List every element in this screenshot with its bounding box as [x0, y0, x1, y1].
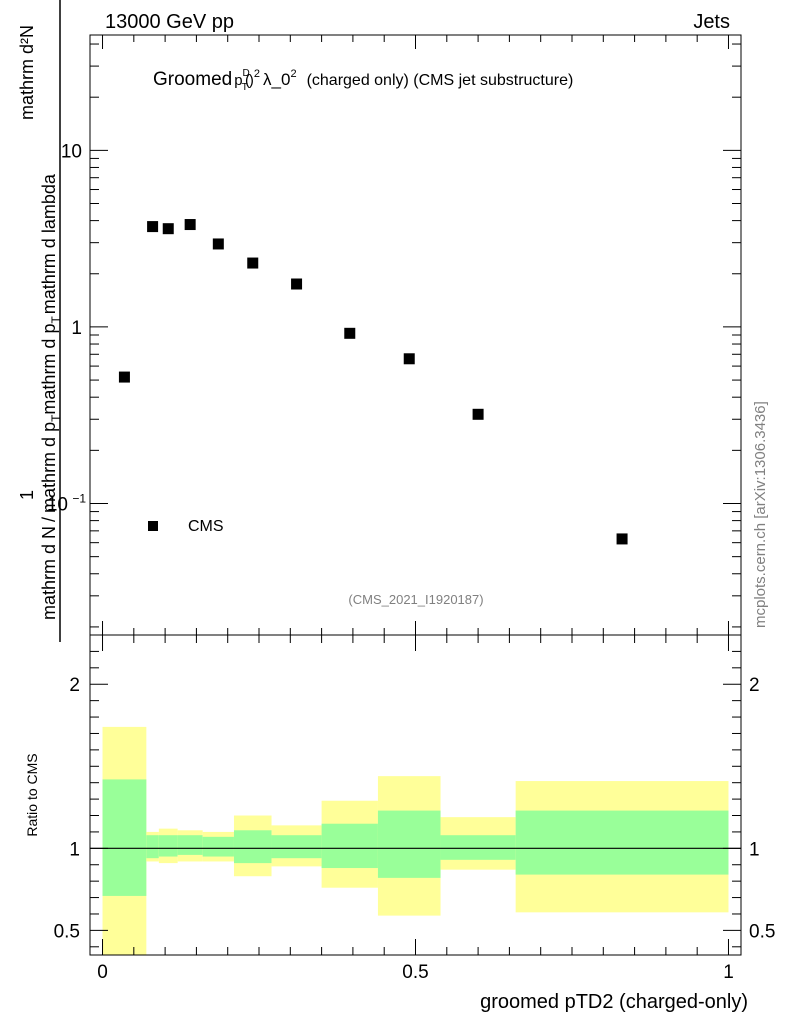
title-prefix: Groomed: [153, 69, 232, 90]
ratio-ticks: [90, 635, 741, 955]
ylabel-numerator-one: 1: [17, 490, 37, 500]
cms-data-point: [403, 353, 415, 365]
title-sup-d: D: [243, 68, 250, 79]
main-y-tick-label: 1: [71, 318, 82, 339]
title-p: p: [234, 72, 242, 89]
ratio-x-tick-label: 1: [723, 962, 734, 983]
main-ticks: [90, 35, 741, 635]
main-data-points: [118, 219, 628, 545]
energy-label: 13000 GeV pp: [105, 11, 234, 33]
ratio-y-tick-label-left: 1: [69, 839, 80, 860]
ratio-inner-band: [515, 810, 729, 875]
ratio-inner-band: [102, 779, 147, 896]
ylabel-numerator-2: mathrm d²N: [17, 25, 37, 120]
watermark-label: mcplots.cern.ch [arXiv:1306.3436]: [752, 401, 769, 628]
ratio-y-tick-label-left: 0.5: [54, 921, 80, 942]
cms-data-point: [247, 257, 259, 269]
ylabel-den2-part2: mathrm d lambda: [39, 173, 59, 314]
ylabel-slash: /: [39, 517, 59, 522]
ratio-x-tick-label: 0.5: [402, 962, 428, 983]
cms-data-point: [212, 238, 224, 250]
ratio-inner-band: [440, 835, 516, 860]
ratio-x-tick-labels: 0 0.5 1: [97, 962, 734, 983]
ratio-inner-band: [377, 810, 441, 878]
main-ylabel: mathrm d N/mathrm d pTmathrm d pTmathrm …: [17, 0, 63, 642]
title-paren-close: ): [249, 72, 254, 89]
ratio-inner-band: [202, 836, 234, 857]
ratio-y-tick-label-left: 2: [69, 675, 80, 696]
ylabel-den2-part1: mathrm d p: [39, 324, 59, 415]
cms-data-point: [162, 223, 174, 235]
ratio-inner-band: [271, 835, 322, 859]
ratio-x-tick-label: 0: [97, 962, 108, 983]
title-suffix: λ_0: [263, 70, 290, 89]
title-paren-open: (: [245, 72, 250, 89]
main-title: Groomed pD T)2 λ_02 (charged only) (CMS jet …: [153, 68, 573, 93]
ratio-xlabel: groomed pTD2 (charged-only): [480, 991, 748, 1013]
main-y-tick-exp: −1: [72, 491, 86, 505]
ratio-panel: 2 21 10.5 0.5 0 0.5 1 Ratio to CMS groomed pT…: [24, 634, 776, 1013]
title-exp: 2: [254, 68, 260, 80]
cms-data-point: [184, 219, 196, 231]
main-y-tick-labels: 10 1 10 −1: [47, 141, 86, 515]
ratio-y-tick-labels: 2 2 1 1 0.5 0.5: [54, 675, 776, 942]
legend-label-cms: CMS: [188, 518, 224, 535]
ratio-y-tick-label-right: 0.5: [749, 921, 775, 942]
ylabel-den2-sub: T: [49, 316, 63, 324]
ratio-inner-band: [233, 830, 272, 864]
ratio-inner-band: [158, 835, 178, 857]
analysis-tag: (CMS_2021_I1920187): [348, 592, 483, 607]
title-suffix-exp: 2: [290, 68, 296, 80]
main-frame: [89, 34, 742, 636]
ratio-inner-band: [321, 823, 378, 869]
ratio-bands: [102, 726, 729, 955]
cms-data-point: [344, 327, 356, 339]
main-panel: Groomed pD T)2 λ_02 (charged only) (CMS jet …: [17, 0, 742, 642]
legend-marker-cms: [148, 521, 158, 531]
ylabel-den-part2: mathrm d p: [39, 422, 59, 513]
cms-data-point: [147, 221, 159, 233]
cms-data-point: [118, 371, 130, 383]
ratio-inner-band: [177, 835, 203, 855]
ratio-y-tick-label-right: 1: [749, 839, 760, 860]
cms-data-point: [616, 533, 628, 545]
category-label: Jets: [693, 11, 730, 33]
ylabel-den-part1: mathrm d N: [39, 526, 59, 620]
main-y-tick-label: 10: [61, 141, 82, 162]
ylabel-den-sub: T: [49, 414, 63, 422]
ratio-inner-band: [146, 835, 159, 859]
title-sub-t: T: [242, 82, 248, 93]
ylabel-denominator: mathrm d N/mathrm d pTmathrm d pTmathrm …: [39, 173, 63, 620]
main-y-tick-label: 10: [47, 494, 68, 515]
ratio-ylabel: Ratio to CMS: [24, 753, 40, 836]
title-rest: (charged only) (CMS jet substructure): [307, 72, 574, 89]
cms-data-point: [291, 278, 303, 290]
ratio-y-tick-label-right: 2: [749, 675, 760, 696]
cms-data-point: [472, 408, 484, 420]
main-y-tick-base: 10: [47, 494, 68, 515]
